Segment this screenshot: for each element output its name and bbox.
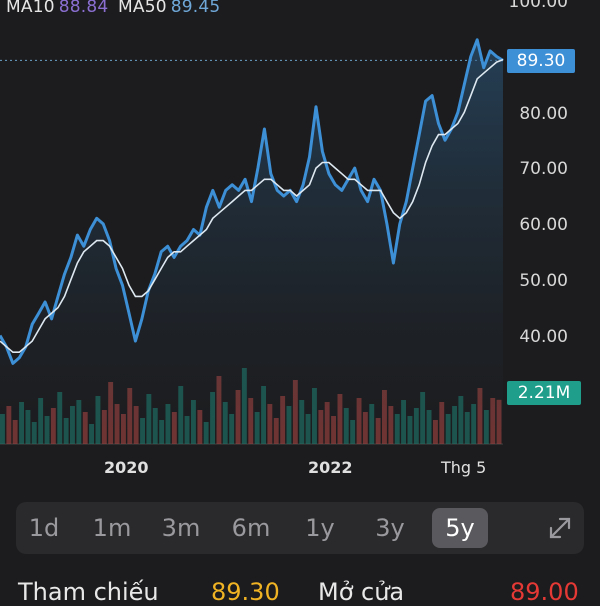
expand-icon[interactable]: [546, 514, 574, 542]
reference-value: 89.30: [211, 578, 280, 606]
range-1m-button[interactable]: 1m: [92, 514, 132, 542]
ma10-label: MA10: [6, 0, 55, 17]
range-selector: 1d 1m 3m 6m 1y 3y 5y: [16, 502, 584, 554]
ma-line: [0, 58, 504, 353]
current-volume-badge: 2.21M: [507, 381, 581, 405]
price-line: [0, 38, 504, 365]
ma10-value: 88.84: [58, 0, 109, 17]
price-area: [0, 39, 503, 445]
y-tick-60: 60.00: [519, 215, 568, 235]
ma50-value: 89.45: [170, 0, 221, 17]
y-tick-40: 40.00: [519, 327, 568, 347]
range-3m-button[interactable]: 3m: [161, 514, 201, 542]
range-3y-button[interactable]: 3y: [375, 514, 405, 542]
open-label: Mở cửa: [318, 578, 405, 606]
y-tick-100: 100.00: [508, 0, 568, 12]
price-chart[interactable]: MA10 88.84 MA50 89.45 100.00 80.00 70.00 6…: [0, 0, 600, 492]
x-tick-2020: 2020: [104, 458, 149, 477]
ma50-label: MA50: [118, 0, 167, 17]
current-price-badge: 89.30: [507, 49, 575, 73]
y-tick-50: 50.00: [519, 271, 568, 291]
reference-label: Tham chiếu: [18, 578, 159, 606]
ma-legend: MA10 88.84 MA50 89.45: [6, 0, 224, 17]
range-1y-button[interactable]: 1y: [305, 514, 335, 542]
range-1d-button[interactable]: 1d: [28, 514, 60, 542]
y-tick-80: 80.00: [519, 104, 568, 124]
y-tick-70: 70.00: [519, 159, 568, 179]
range-5y-button[interactable]: 5y: [432, 508, 488, 548]
open-value: 89.00: [510, 578, 579, 606]
x-tick-2022: 2022: [308, 458, 353, 477]
range-6m-button[interactable]: 6m: [231, 514, 271, 542]
x-tick-thg5: Thg 5: [441, 458, 487, 477]
price-chart-svg[interactable]: [0, 0, 600, 492]
